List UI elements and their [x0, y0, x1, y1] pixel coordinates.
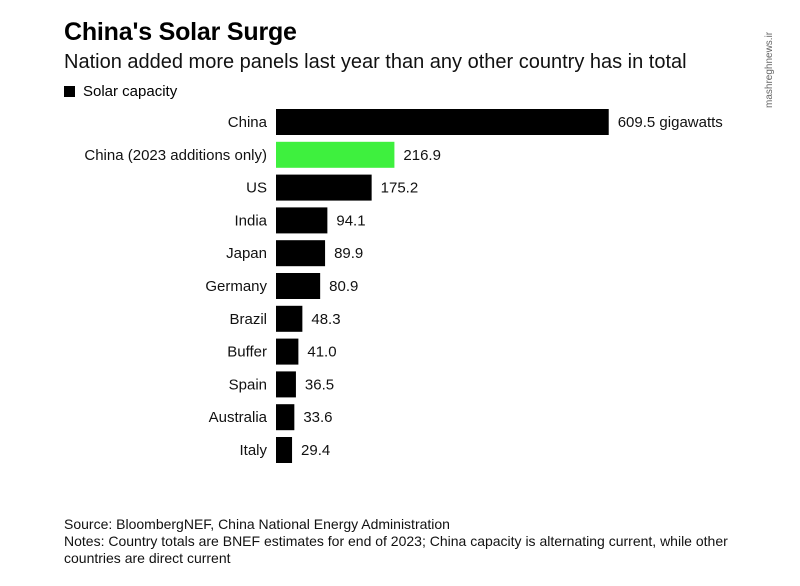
notes-text: Notes: Country totals are BNEF estimates… — [64, 533, 728, 566]
value-label: 80.9 — [329, 278, 358, 295]
bar — [276, 174, 372, 201]
value-label: 89.9 — [334, 245, 363, 262]
bar — [276, 437, 293, 463]
watermark-text: mashreghnews.ir — [764, 31, 775, 109]
value-label: 33.6 — [303, 409, 332, 426]
category-label: Australia — [209, 409, 268, 426]
value-label: 41.0 — [307, 344, 336, 361]
category-label: India — [234, 212, 267, 229]
category-label: China — [228, 114, 268, 131]
bar — [276, 404, 295, 431]
value-label: 48.3 — [311, 311, 340, 328]
bar — [276, 273, 321, 299]
category-label: Brazil — [229, 311, 267, 328]
footer: Source: BloombergNEF, China National Ene… — [64, 516, 774, 567]
category-label: Italy — [239, 442, 267, 459]
category-label: US — [246, 180, 267, 197]
bar — [276, 371, 296, 398]
bar — [276, 207, 328, 234]
legend-swatch — [64, 86, 75, 97]
category-label: Buffer — [227, 344, 267, 361]
category-label: China (2023 additions only) — [84, 147, 267, 164]
value-label: 609.5 gigawatts — [618, 114, 723, 131]
category-label: Germany — [205, 278, 267, 295]
bar — [276, 240, 326, 267]
bar — [276, 338, 299, 365]
value-label: 94.1 — [336, 212, 365, 229]
bar — [276, 141, 395, 168]
legend-label: Solar capacity — [83, 83, 178, 100]
chart-title: China's Solar Surge — [64, 18, 297, 46]
bar — [276, 109, 609, 135]
chart-subtitle: Nation added more panels last year than … — [64, 51, 687, 73]
value-label: 29.4 — [301, 442, 330, 459]
source-note: Source: BloombergNEF, China National Ene… — [64, 516, 450, 532]
value-label: 175.2 — [381, 180, 419, 197]
legend: Solar capacity — [64, 83, 177, 100]
bar — [276, 305, 303, 332]
value-label: 36.5 — [305, 376, 334, 393]
value-label: 216.9 — [403, 147, 441, 164]
category-label: Japan — [226, 245, 267, 262]
category-label: Spain — [229, 376, 267, 393]
